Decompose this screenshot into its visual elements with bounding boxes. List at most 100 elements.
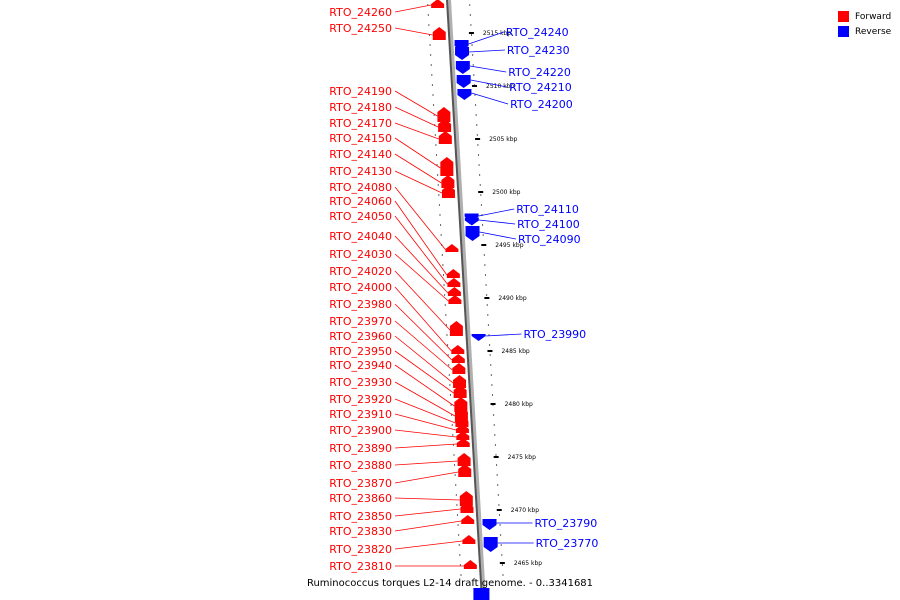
reverse-gene-block — [483, 537, 498, 552]
forward-gene-label: RTO_24080 — [329, 181, 392, 194]
track-dot-left — [427, 4, 429, 6]
track-dot-left — [448, 374, 450, 376]
reverse-gene-connector — [485, 333, 522, 337]
forward-gene-block — [447, 278, 461, 287]
track-dot-right — [475, 104, 477, 106]
scale-tick — [484, 297, 490, 299]
legend-forward: Forward — [838, 9, 891, 24]
reverse-gene-label: RTO_24220 — [508, 66, 571, 79]
forward-gene-block — [440, 157, 454, 176]
forward-gene-block — [451, 354, 465, 363]
forward-gene-connector — [394, 520, 462, 532]
track-dot-left — [439, 214, 441, 216]
track-dot-right — [498, 514, 500, 516]
scale-label: 2475 kbp — [508, 454, 536, 461]
track-dot-left — [448, 364, 450, 366]
reverse-gene-block — [471, 334, 486, 341]
track-dot-left — [447, 354, 449, 356]
reverse-gene-connector — [468, 31, 504, 45]
track-dot-left — [442, 274, 444, 276]
forward-gene-connector — [394, 253, 449, 302]
forward-gene-label: RTO_23940 — [329, 359, 392, 372]
forward-gene-block — [446, 269, 460, 278]
forward-gene-connector — [394, 303, 453, 361]
forward-gene-label: RTO_23810 — [329, 560, 392, 573]
track-dot-left — [431, 74, 433, 76]
forward-gene-block — [447, 287, 461, 296]
forward-gene-block — [454, 397, 468, 412]
reverse-gene-label: RTO_23790 — [535, 517, 598, 530]
track-dot-right — [494, 444, 496, 446]
legend: Forward Reverse — [838, 9, 891, 39]
forward-gene-connector — [394, 27, 433, 36]
forward-gene-connector — [394, 215, 448, 285]
reverse-gene-connector — [479, 231, 517, 240]
legend-forward-swatch — [838, 11, 849, 22]
track-dot-right — [489, 344, 491, 346]
reverse-gene-block — [456, 75, 471, 88]
forward-gene-block — [456, 431, 470, 440]
genome-caption: Ruminococcus torques L2-14 draft genome.… — [306, 578, 594, 589]
forward-gene-connector — [394, 170, 443, 194]
scale-tick — [472, 85, 478, 87]
scale-tick — [499, 562, 505, 564]
forward-gene-label: RTO_23930 — [329, 376, 392, 389]
track-dot-left — [460, 574, 462, 576]
forward-gene-label: RTO_24190 — [329, 85, 392, 98]
forward-gene-label: RTO_24030 — [329, 248, 392, 261]
legend-forward-label: Forward — [855, 11, 892, 22]
forward-gene-block — [438, 131, 452, 144]
track-dot-right — [477, 144, 479, 146]
track-dot-right — [479, 184, 481, 186]
track-dot-right — [488, 334, 490, 336]
forward-gene-label: RTO_24250 — [329, 22, 392, 35]
track-dot-left — [429, 44, 431, 46]
track-dot-right — [501, 554, 503, 556]
scale-label: 2465 kbp — [514, 560, 542, 567]
track-dot-right — [482, 234, 484, 236]
track-dot-right — [471, 44, 473, 46]
forward-gene-connector — [394, 497, 460, 501]
reverse-gene-label: RTO_23770 — [536, 537, 599, 550]
forward-gene-block — [455, 424, 469, 433]
track-dot-left — [455, 484, 457, 486]
track-dot-left — [437, 184, 439, 186]
track-dot-right — [487, 314, 489, 316]
track-dot-right — [486, 304, 488, 306]
track-dot-right — [480, 204, 482, 206]
track-dot-right — [469, 14, 471, 16]
forward-gene-block — [453, 375, 467, 388]
reverse-gene-connector — [478, 219, 516, 225]
reverse-gene-block — [464, 217, 479, 226]
reverse-gene-block — [457, 89, 472, 100]
forward-gene-block — [457, 453, 471, 466]
track-dot-left — [452, 434, 454, 436]
track-dot-right — [483, 254, 485, 256]
scale-label: 2505 kbp — [489, 136, 517, 143]
track-dot-left — [455, 494, 457, 496]
forward-gene-label: RTO_24170 — [329, 117, 392, 130]
scale-label: 2470 kbp — [511, 507, 539, 514]
track-dot-right — [480, 194, 482, 196]
track-dot-right — [470, 24, 472, 26]
forward-gene-label: RTO_23870 — [329, 477, 392, 490]
forward-gene-label: RTO_23820 — [329, 543, 392, 556]
track-dot-right — [470, 34, 472, 36]
forward-gene-label: RTO_23970 — [329, 315, 392, 328]
track-dot-right — [500, 534, 502, 536]
scale-tick — [493, 456, 499, 458]
track-dot-right — [501, 564, 503, 566]
track-dot-right — [500, 544, 502, 546]
scale-tick — [481, 244, 487, 246]
scale-tick — [475, 138, 481, 140]
track-dot-left — [438, 204, 440, 206]
reverse-gene-label: RTO_24110 — [516, 203, 579, 216]
forward-gene-block — [463, 560, 477, 569]
forward-gene-block — [438, 119, 452, 132]
forward-gene-label: RTO_24260 — [329, 6, 392, 19]
track-dot-right — [484, 264, 486, 266]
track-dot-right — [491, 384, 493, 386]
forward-gene-block — [456, 438, 470, 447]
reverse-gene-connector — [469, 65, 507, 73]
